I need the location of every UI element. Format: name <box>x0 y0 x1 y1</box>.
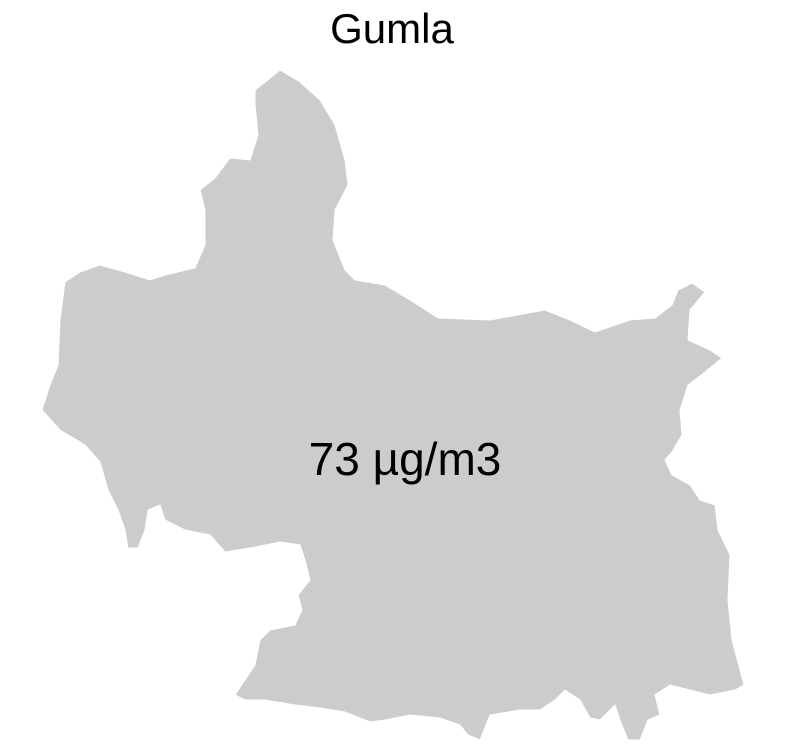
district-label: 73 µg/m3 <box>309 433 502 485</box>
district-shape <box>41 69 745 741</box>
map-title: Gumla <box>330 5 454 52</box>
